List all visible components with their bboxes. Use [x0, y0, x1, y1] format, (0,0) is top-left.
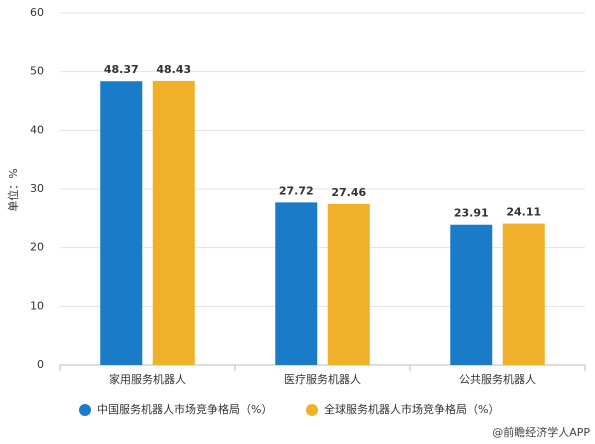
bar	[327, 203, 370, 365]
y-tick-label: 30	[30, 182, 44, 195]
y-tick-label: 10	[30, 299, 44, 312]
x-tick-label: 家用服务机器人	[109, 372, 186, 386]
value-label: 23.91	[454, 207, 489, 220]
y-axis-label: 单位：%	[6, 168, 20, 211]
x-tick-label: 医疗服务机器人	[284, 372, 361, 386]
legend-label: 中国服务机器人市场竞争格局（%）	[97, 402, 272, 416]
y-tick-label: 50	[30, 65, 44, 78]
bar	[152, 80, 195, 366]
y-tick-label: 60	[30, 6, 44, 19]
x-tick-label: 公共服务机器人	[459, 372, 536, 386]
y-tick-label: 0	[37, 358, 44, 371]
y-tick-label: 20	[30, 241, 44, 254]
bar	[502, 223, 545, 365]
credit: @前瞻经济学人APP	[492, 425, 590, 439]
bar	[450, 224, 493, 365]
value-label: 24.11	[506, 206, 541, 219]
legend-marker	[306, 404, 318, 416]
value-label: 48.43	[156, 63, 191, 76]
value-label: 27.46	[331, 186, 366, 199]
bar	[100, 81, 143, 365]
bar	[275, 202, 318, 365]
y-tick-label: 40	[30, 123, 44, 136]
legend-label: 全球服务机器人市场竞争格局（%）	[324, 402, 499, 416]
legend-marker	[79, 404, 91, 416]
value-label: 48.37	[104, 63, 139, 76]
value-label: 27.72	[279, 184, 314, 197]
